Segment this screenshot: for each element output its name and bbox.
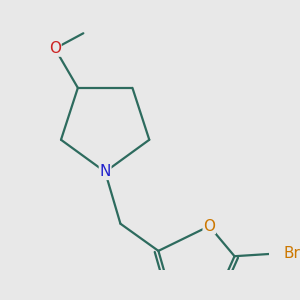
Text: N: N bbox=[100, 164, 111, 179]
Text: O: O bbox=[203, 219, 215, 234]
Text: O: O bbox=[49, 41, 61, 56]
Text: Br: Br bbox=[284, 246, 300, 261]
